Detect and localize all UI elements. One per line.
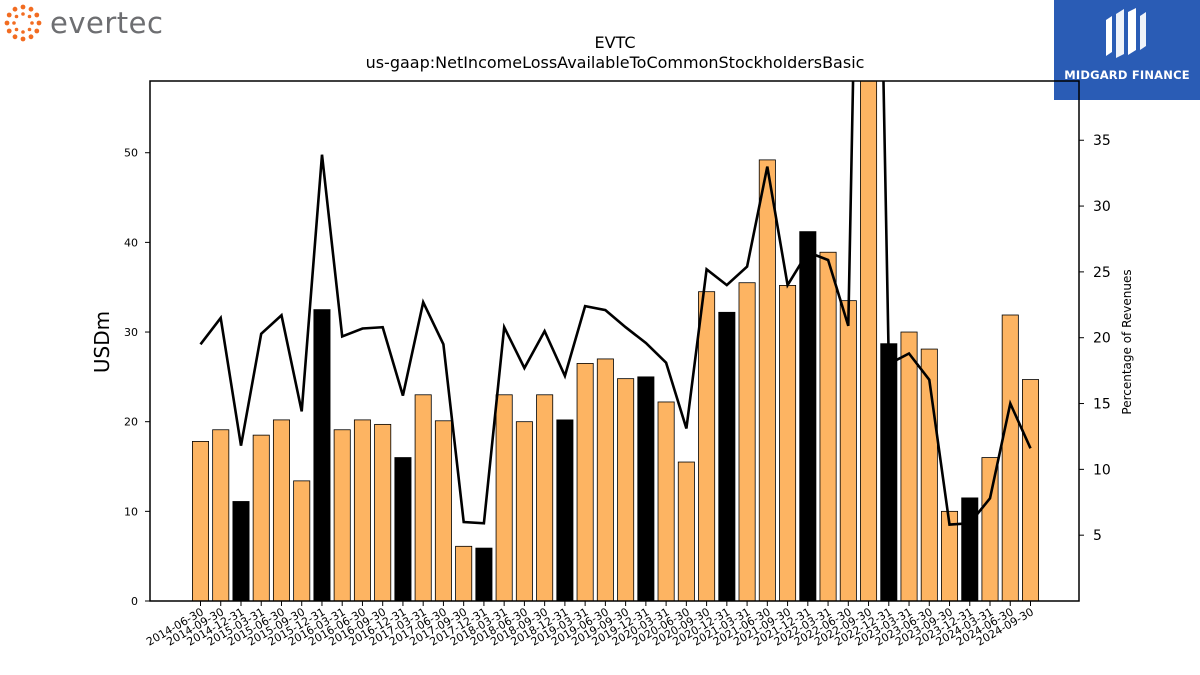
y2-axis-label: Percentage of Revenues xyxy=(1120,269,1134,414)
bar-2018-06-30 xyxy=(515,421,533,602)
midgard-logo-mark xyxy=(1106,8,1146,58)
bar-2017-12-31 xyxy=(475,547,493,602)
bar-2018-09-30 xyxy=(536,394,554,602)
bar-2017-06-30 xyxy=(434,420,452,602)
bar-2016-03-31 xyxy=(333,429,351,602)
bar-2015-03-31 xyxy=(252,434,270,602)
chart-title: EVTC xyxy=(594,33,635,52)
bar-2016-12-31 xyxy=(394,457,412,602)
bar-2023-03-31 xyxy=(900,331,918,602)
chart-subtitle: us-gaap:NetIncomeLossAvailableToCommonSt… xyxy=(366,53,865,72)
bar-2015-09-30 xyxy=(293,480,311,602)
bar-2021-06-30 xyxy=(758,159,776,602)
bar-2021-03-31 xyxy=(738,282,756,602)
bar-2015-12-31 xyxy=(313,309,331,602)
line-group xyxy=(199,81,1032,526)
bar-2021-09-30 xyxy=(779,285,797,602)
bar-2014-06-30 xyxy=(192,441,209,602)
bar-2020-03-31 xyxy=(657,401,675,602)
bar-2017-09-30 xyxy=(455,545,473,602)
bar-2016-09-30 xyxy=(374,423,392,602)
y-tick-label: 40 xyxy=(124,236,138,249)
bar-2022-09-30 xyxy=(860,80,878,602)
bar-2015-06-30 xyxy=(272,419,290,602)
bar-2014-12-31 xyxy=(232,501,250,602)
bar-2019-03-31 xyxy=(576,363,594,602)
bar-2019-12-31 xyxy=(637,376,655,602)
y2-tick-label: 15 xyxy=(1093,397,1111,413)
bar-2018-03-31 xyxy=(495,394,513,602)
y2-tick-label: 25 xyxy=(1093,265,1111,281)
bar-2024-06-30 xyxy=(1001,314,1019,602)
bar-2017-03-31 xyxy=(414,394,432,602)
evertec-logo-text: evertec xyxy=(50,6,164,40)
bar-2023-12-31 xyxy=(961,497,979,602)
y-axis-left: 0 10 20 30 40 50 xyxy=(124,147,150,608)
bar-2024-09-30 xyxy=(1022,379,1039,602)
bar-2022-12-31 xyxy=(880,343,898,602)
y2-tick-label: 5 xyxy=(1093,528,1102,544)
plot-frame xyxy=(149,80,1080,602)
midgard-logo-text: MIDGARD FINANCE xyxy=(1064,68,1190,82)
evertec-logo-mark xyxy=(4,4,42,42)
bar-2014-09-30 xyxy=(212,429,230,602)
y-tick-label: 50 xyxy=(124,147,138,160)
bar-2021-12-31 xyxy=(799,231,817,602)
y2-tick-label: 20 xyxy=(1093,331,1111,347)
y-tick-label: 30 xyxy=(124,326,138,339)
bar-2020-12-31 xyxy=(718,311,736,602)
y-tick-label: 20 xyxy=(124,416,138,429)
bar-2019-06-30 xyxy=(596,358,614,602)
y-axis-label: USDm xyxy=(90,311,114,373)
y-axis-right: 5 10 15 20 25 30 35 xyxy=(1079,133,1111,544)
bar-2022-03-31 xyxy=(819,251,837,602)
evertec-logo: evertec xyxy=(4,4,163,42)
bar-2019-09-30 xyxy=(617,378,635,602)
bar-2020-06-30 xyxy=(677,461,695,602)
y-tick-label: 0 xyxy=(131,595,138,608)
y2-tick-label: 35 xyxy=(1093,133,1111,149)
y2-tick-label: 10 xyxy=(1093,462,1111,478)
bar-2020-09-30 xyxy=(698,291,716,602)
y2-tick-label: 30 xyxy=(1093,199,1111,215)
bar-2022-06-30 xyxy=(839,300,857,602)
percentage-line xyxy=(199,81,1032,526)
bar-2024-03-31 xyxy=(981,457,999,602)
bar-2018-12-31 xyxy=(556,419,574,602)
x-axis: 2014-06-302014-09-302014-12-312015-03-31… xyxy=(144,601,1036,649)
bars-group xyxy=(192,80,1039,602)
bar-2016-06-30 xyxy=(353,419,371,602)
y-tick-label: 10 xyxy=(124,505,138,518)
